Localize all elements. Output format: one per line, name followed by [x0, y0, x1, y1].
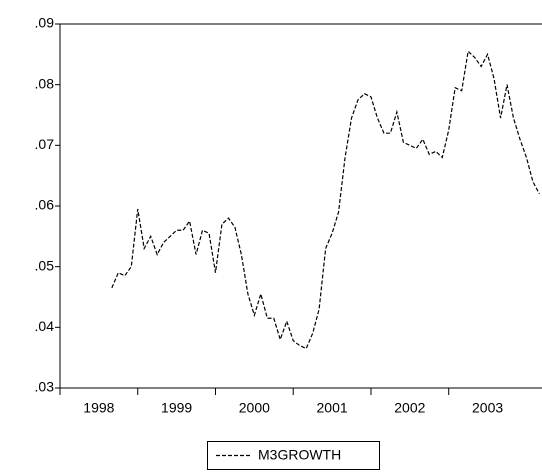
y-tick-label: .03: [35, 379, 55, 395]
y-tick-label: .05: [35, 257, 55, 273]
x-tick-label: 1999: [161, 400, 192, 416]
x-tick-label: 2002: [394, 400, 425, 416]
x-tick-label: 2000: [239, 400, 270, 416]
data-line: [111, 50, 540, 350]
x-tick-label: 1998: [83, 400, 114, 416]
y-tick-label: .07: [35, 136, 55, 152]
y-tick-label: .08: [35, 75, 55, 91]
x-tick-label: 2003: [472, 400, 503, 416]
y-tick-label: .06: [35, 197, 55, 213]
x-tick-label: 2001: [317, 400, 348, 416]
y-tick-label: .04: [35, 318, 55, 334]
legend-label: M3GROWTH: [258, 447, 341, 463]
y-tick-label: .09: [35, 15, 55, 31]
